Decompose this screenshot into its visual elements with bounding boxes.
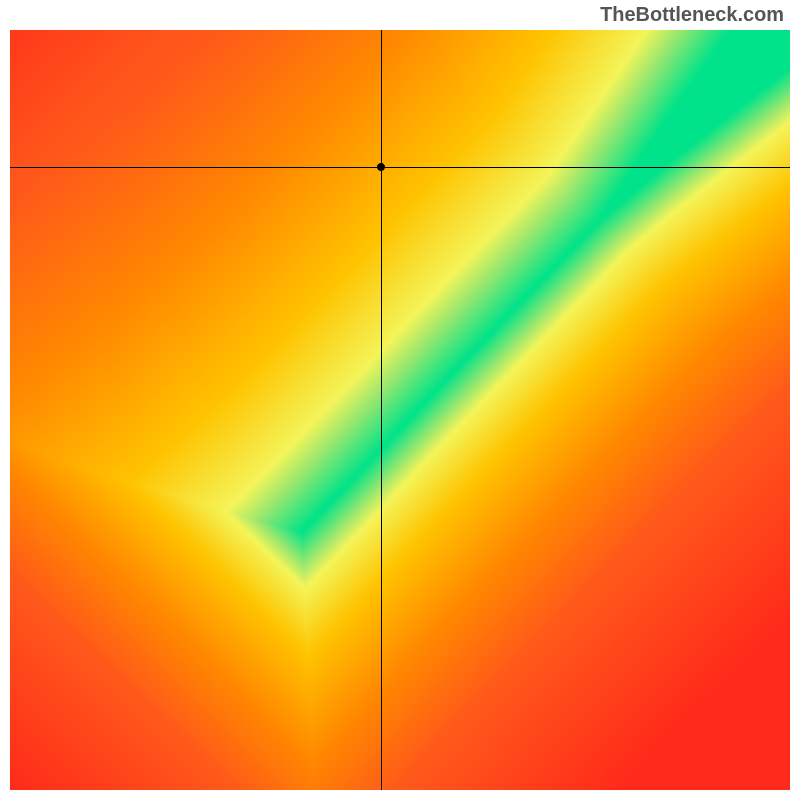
watermark-text: TheBottleneck.com	[600, 4, 784, 27]
chart-container: TheBottleneck.com	[0, 0, 800, 800]
crosshair-vertical	[381, 30, 382, 790]
crosshair-point	[377, 163, 385, 171]
chart-area	[10, 30, 790, 790]
bottleneck-heatmap	[10, 30, 790, 790]
crosshair-horizontal	[10, 167, 790, 168]
